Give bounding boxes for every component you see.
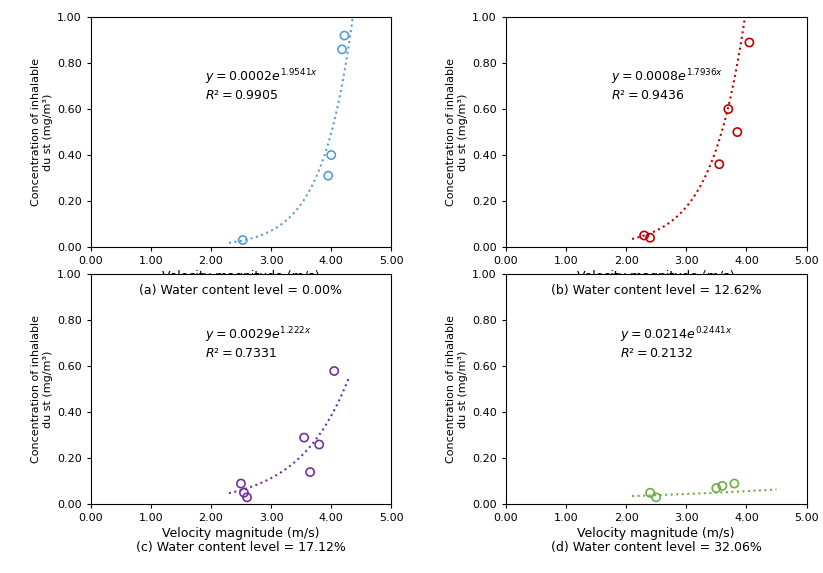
Point [236, 236, 249, 245]
Y-axis label: Concentration of inhalable
du st (mg/m³): Concentration of inhalable du st (mg/m³) [446, 315, 467, 464]
Text: $y = 0.0008e^{1.7936x}$
$R² = 0.9436$: $y = 0.0008e^{1.7936x}$ $R² = 0.9436$ [611, 68, 723, 103]
Text: $y = 0.0002e^{1.9541x}$
$R² = 0.9905$: $y = 0.0002e^{1.9541x}$ $R² = 0.9905$ [205, 68, 318, 103]
Y-axis label: Concentration of inhalable
du st (mg/m³): Concentration of inhalable du st (mg/m³) [31, 58, 53, 206]
Point [235, 479, 248, 488]
Text: (b) Water content level = 12.62%: (b) Water content level = 12.62% [551, 284, 761, 297]
Point [649, 493, 663, 502]
X-axis label: Velocity magnitude (m/s): Velocity magnitude (m/s) [162, 527, 319, 540]
Point [638, 231, 651, 240]
Point [743, 38, 756, 47]
Point [313, 440, 326, 449]
Point [728, 479, 741, 488]
Point [709, 484, 723, 493]
Text: $y = 0.0214e^{0.2441x}$
$R² = 0.2132$: $y = 0.0214e^{0.2441x}$ $R² = 0.2132$ [620, 325, 732, 360]
Point [322, 171, 335, 180]
Y-axis label: Concentration of inhalable
du st (mg/m³): Concentration of inhalable du st (mg/m³) [446, 58, 467, 206]
Point [716, 481, 729, 490]
Point [644, 488, 657, 497]
X-axis label: Velocity magnitude (m/s): Velocity magnitude (m/s) [162, 270, 319, 283]
Text: (c) Water content level = 17.12%: (c) Water content level = 17.12% [136, 541, 346, 555]
Point [240, 493, 253, 502]
Text: $y = 0.0029e^{1.222x}$
$R² = 0.7331$: $y = 0.0029e^{1.222x}$ $R² = 0.7331$ [205, 325, 312, 360]
Point [722, 104, 735, 113]
Text: (a) Water content level = 0.00%: (a) Water content level = 0.00% [139, 284, 342, 297]
Point [644, 233, 657, 242]
Point [328, 366, 341, 375]
Point [336, 45, 349, 54]
Text: (d) Water content level = 32.06%: (d) Water content level = 32.06% [551, 541, 761, 555]
Point [298, 433, 311, 442]
Point [338, 31, 351, 40]
Point [304, 468, 317, 477]
Y-axis label: Concentration of inhalable
du st (mg/m³): Concentration of inhalable du st (mg/m³) [31, 315, 53, 464]
X-axis label: Velocity magnitude (m/s): Velocity magnitude (m/s) [578, 270, 735, 283]
X-axis label: Velocity magnitude (m/s): Velocity magnitude (m/s) [578, 527, 735, 540]
Point [237, 488, 250, 497]
Point [324, 151, 337, 160]
Point [731, 127, 744, 136]
Point [713, 160, 726, 169]
